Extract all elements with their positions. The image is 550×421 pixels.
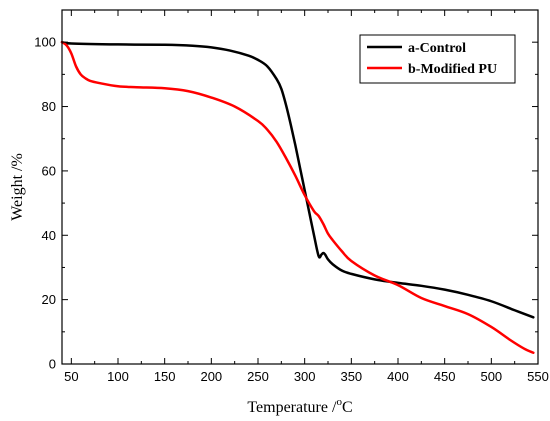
y-axis-label: Weight /% [9, 153, 26, 221]
y-tick-label: 100 [34, 35, 56, 50]
plot-frame [61, 9, 539, 365]
x-tick-label: 50 [64, 369, 78, 384]
axis-tick-labels: 50 100 150 200 250 300 350 400 450 500 550 0 20 40 60 8… [34, 35, 549, 384]
x-axis-label-superscript: o [336, 396, 342, 408]
x-axis-label: Temperature /oC [247, 396, 352, 416]
y-tick-label: 20 [42, 292, 56, 307]
legend: a-Control b-Modified PU [359, 34, 516, 84]
legend-label-b-modified-pu: b-Modified PU [408, 62, 497, 77]
x-tick-label: 350 [340, 369, 362, 384]
y-tick-label: 80 [42, 99, 56, 114]
x-tick-label: 550 [527, 369, 549, 384]
legend-label-a-control: a-Control [408, 41, 466, 56]
x-tick-label: 450 [434, 369, 456, 384]
y-tick-label: 60 [42, 163, 56, 178]
x-axis-label-text: Temperature / [247, 399, 337, 416]
x-axis-label-unit: C [342, 399, 353, 416]
x-tick-label: 250 [247, 369, 269, 384]
legend-box [359, 34, 516, 84]
series-lines [60, 40, 535, 354]
y-tick-label: 0 [49, 357, 56, 372]
x-tick-label: 200 [200, 369, 222, 384]
series-line-a-control [60, 40, 535, 319]
x-tick-label: 150 [154, 369, 176, 384]
x-tick-label: 400 [387, 369, 409, 384]
series-line-b-modified-pu [60, 40, 535, 354]
axis-ticks [62, 9, 539, 365]
y-tick-label: 40 [42, 228, 56, 243]
x-tick-label: 100 [107, 369, 129, 384]
x-tick-label: 300 [294, 369, 316, 384]
x-tick-label: 500 [480, 369, 502, 384]
